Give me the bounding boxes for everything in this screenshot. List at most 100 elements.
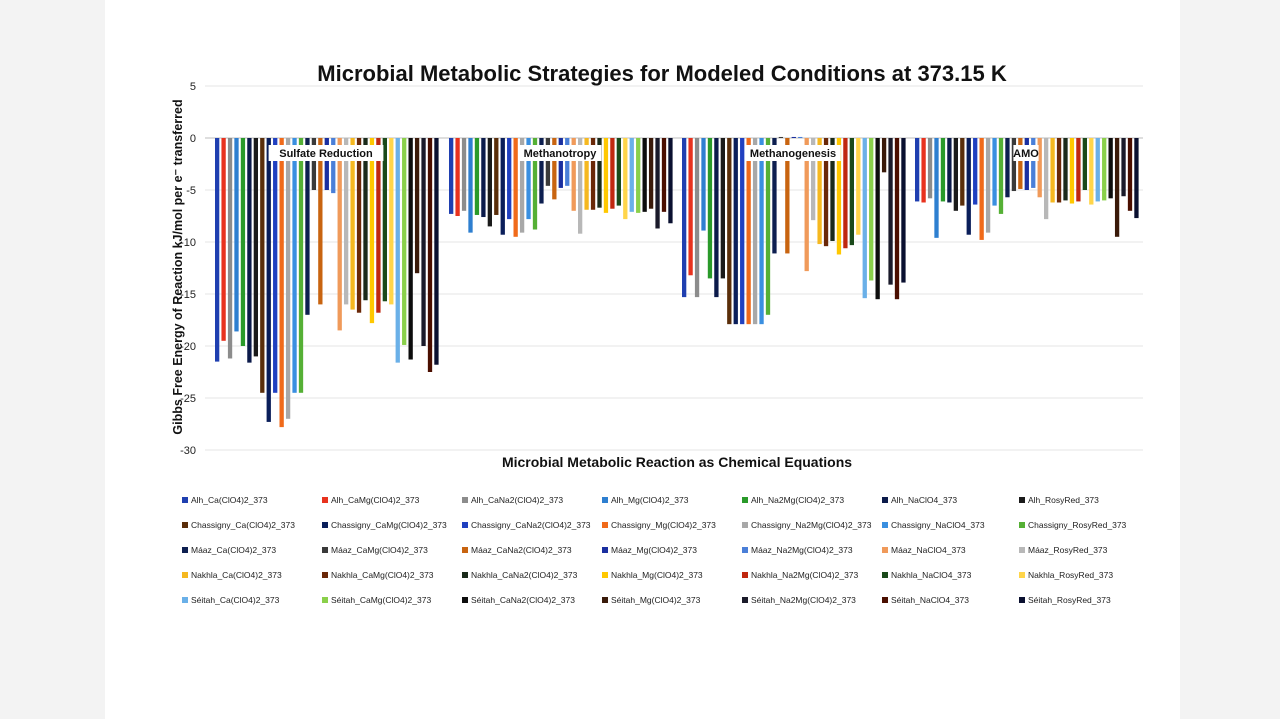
legend-label: Alh_CaNa2(ClO4)2_373: [471, 495, 564, 505]
bar: [526, 138, 531, 220]
bar: [830, 138, 835, 241]
bar: [414, 138, 420, 274]
legend-label: Alh_NaClO4_373: [891, 495, 958, 505]
bar: [623, 138, 628, 220]
bar: [688, 138, 693, 276]
y-tick-label: -15: [180, 289, 196, 301]
bar: [427, 138, 433, 372]
bar: [881, 138, 887, 173]
legend-swatch: [462, 572, 468, 578]
legend-swatch: [462, 547, 468, 553]
bar: [507, 138, 512, 220]
legend-label: Séitah_NaClO4_373: [891, 595, 969, 605]
category-label-bg: [745, 145, 841, 161]
bar: [733, 138, 738, 325]
bar: [532, 138, 538, 230]
category-label: AMO: [1013, 148, 1039, 160]
legend-swatch: [742, 522, 748, 528]
legend-swatch: [742, 572, 748, 578]
bar: [966, 138, 971, 235]
legend-swatch: [462, 497, 468, 503]
legend-swatch: [1019, 497, 1025, 503]
bar: [791, 136, 796, 138]
bar: [1056, 138, 1062, 203]
bar: [765, 138, 771, 315]
bar: [590, 138, 596, 210]
legend-swatch: [182, 547, 188, 553]
bar: [565, 138, 570, 186]
legend-label: Séitah_Ca(ClO4)2_373: [191, 595, 280, 605]
bar: [402, 138, 407, 345]
bar: [973, 138, 978, 205]
legend-swatch: [462, 522, 468, 528]
bar: [869, 138, 874, 281]
bar: [474, 138, 480, 215]
legend-swatch: [322, 597, 328, 603]
bar: [449, 138, 454, 214]
y-tick-labels: 5 0 -5 -10 -15 -20 -25 -30: [180, 81, 196, 457]
bar: [356, 138, 362, 313]
bar: [603, 138, 609, 213]
x-axis-label: Microbial Metabolic Reaction as Chemical…: [502, 454, 852, 470]
legend-swatch: [742, 547, 748, 553]
bar: [934, 138, 939, 238]
gridlines: [205, 85, 1143, 451]
bar: [1108, 138, 1113, 199]
bar: [434, 138, 439, 365]
legend-label: Séitah_Mg(ClO4)2_373: [611, 595, 701, 605]
bar: [1005, 138, 1010, 198]
legend-swatch: [882, 497, 888, 503]
bar: [772, 138, 777, 254]
bar: [461, 138, 467, 211]
legend-swatch: [1019, 522, 1025, 528]
legend-label: Máaz_RosyRed_373: [1028, 545, 1108, 555]
bar: [707, 138, 713, 279]
bar: [513, 138, 518, 237]
bar: [1082, 138, 1087, 190]
chart-panel: [105, 0, 1180, 719]
bar: [1044, 138, 1049, 220]
bar: [363, 138, 368, 301]
legend-label: Máaz_CaMg(ClO4)2_373: [331, 545, 428, 555]
legend-swatch: [742, 497, 748, 503]
bar: [746, 138, 751, 325]
bar: [1037, 138, 1042, 198]
y-axis-label: Gibbs Free Energy of Reaction kJ/mol per…: [171, 99, 185, 434]
legend-label: Alh_RosyRed_373: [1028, 495, 1099, 505]
legend-label: Séitah_Na2Mg(ClO4)2_373: [751, 595, 856, 605]
legend-swatch: [182, 597, 188, 603]
legend-swatch: [182, 522, 188, 528]
bar: [759, 138, 764, 325]
bar: [778, 136, 784, 138]
bar: [1018, 138, 1023, 189]
bar: [953, 138, 958, 211]
legend-label: Máaz_Na2Mg(ClO4)2_373: [751, 545, 853, 555]
bar: [804, 138, 809, 272]
bar: [578, 138, 583, 234]
bar: [1127, 138, 1133, 211]
bar: [1031, 138, 1036, 188]
bar: [875, 138, 880, 300]
legend-label: Nakhla_RosyRed_373: [1028, 570, 1114, 580]
legend-swatch: [1019, 572, 1025, 578]
legend-swatch: [322, 572, 328, 578]
bar: [215, 138, 220, 362]
bar: [350, 138, 355, 310]
legend-swatch: [882, 572, 888, 578]
legend-label: Chassigny_CaNa2(ClO4)2_373: [471, 520, 591, 530]
bar: [234, 138, 239, 332]
bar: [389, 138, 394, 305]
bar: [843, 138, 848, 249]
bar: [610, 138, 615, 209]
bar: [998, 138, 1004, 214]
bar: [584, 138, 589, 210]
bar: [227, 138, 233, 359]
bar: [369, 138, 375, 324]
bar: [752, 138, 758, 325]
bar: [292, 138, 297, 393]
bar: [927, 138, 933, 199]
category-label: Sulfate Reduction: [279, 148, 373, 160]
legend-label: Máaz_NaClO4_373: [891, 545, 966, 555]
